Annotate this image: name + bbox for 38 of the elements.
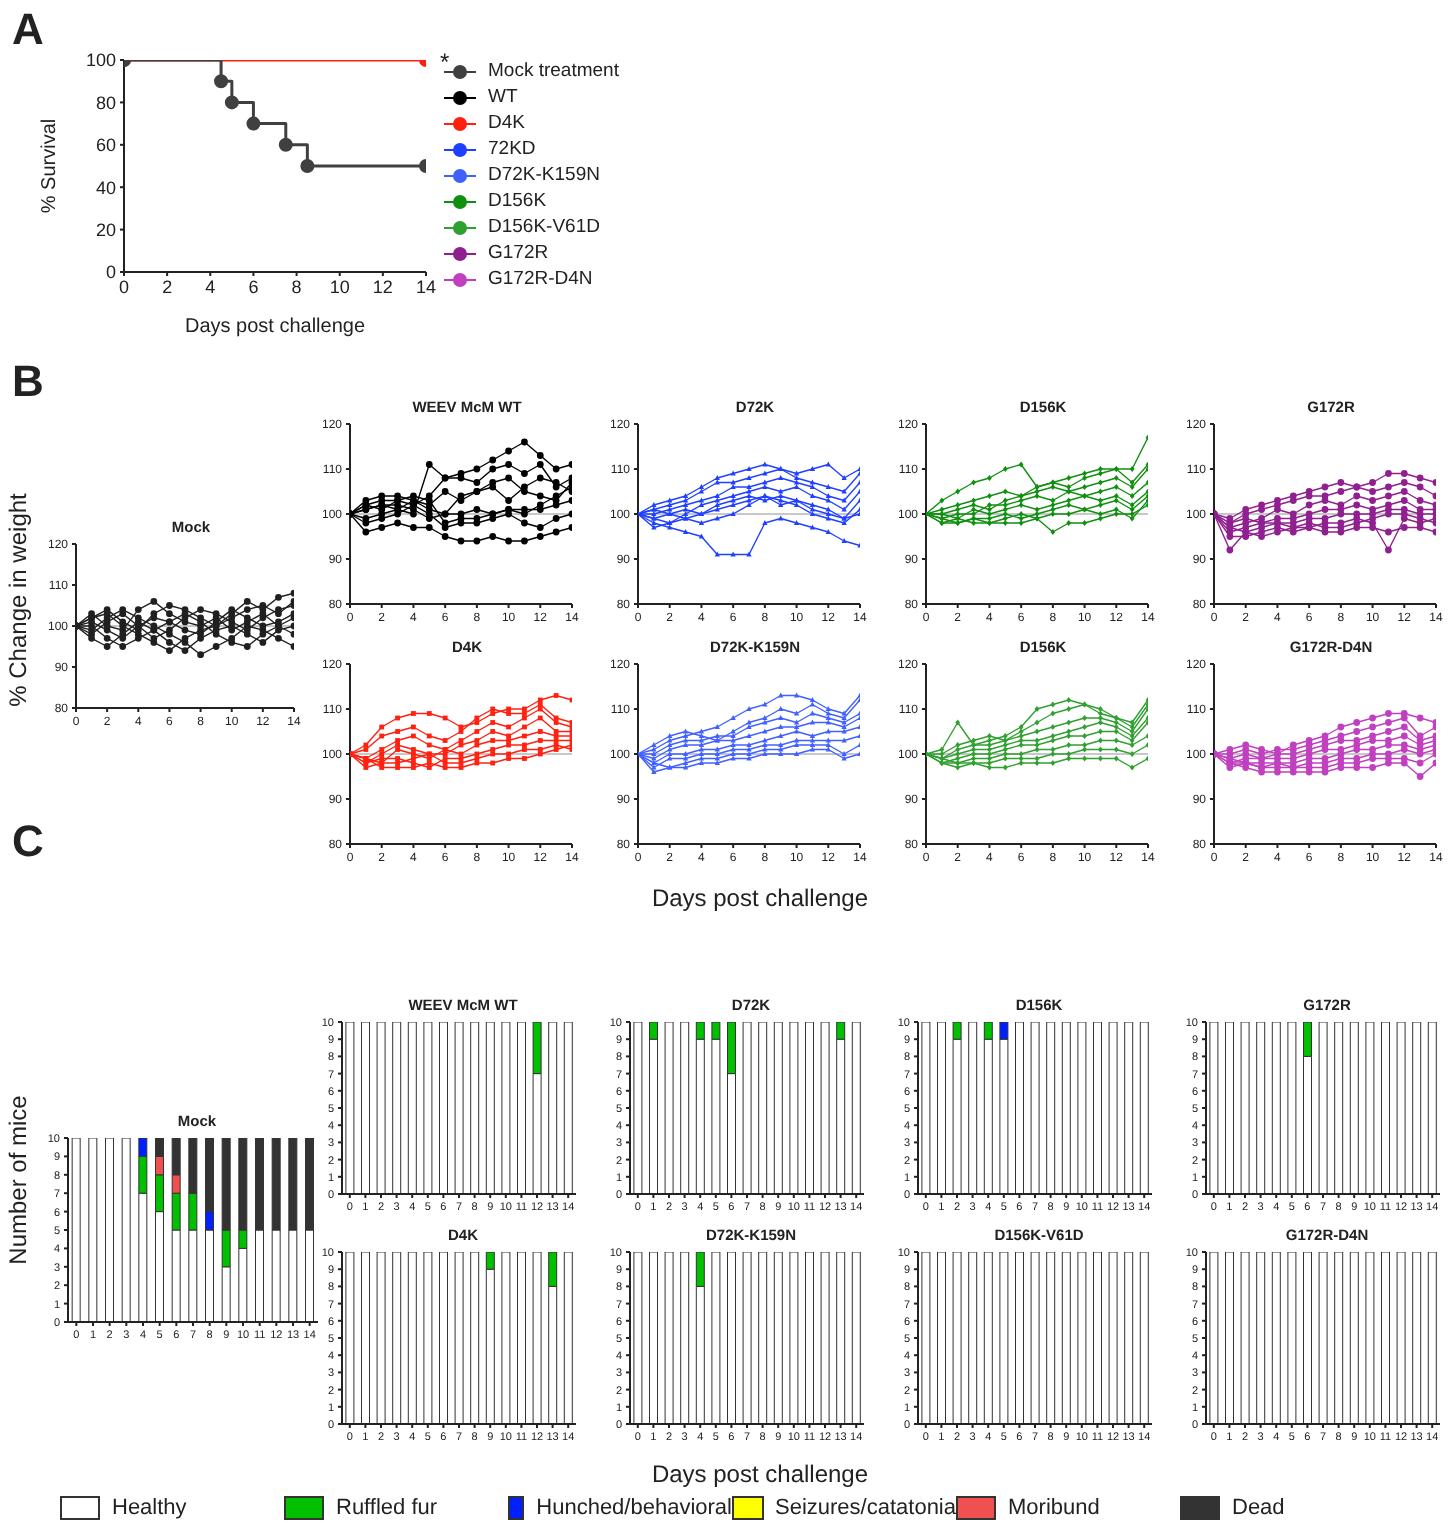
legend-label: Mock treatment <box>488 60 619 82</box>
y-axis-title: % Survival <box>39 118 62 214</box>
legend-label: G172R-D4N <box>488 268 593 290</box>
x-axis-title: Days post challenge <box>184 316 366 338</box>
legend-label: 72KD <box>488 138 536 160</box>
y-tick-label: 40 <box>95 177 116 198</box>
legend-label: D156K <box>488 190 547 212</box>
x-tick-label: 6 <box>248 276 259 297</box>
y-axis-title: % Change in weight <box>4 493 32 707</box>
legend-label: Seizures/catatonia <box>775 1496 956 1520</box>
x-tick-label: 0 <box>118 276 130 297</box>
y-tick-label: 20 <box>95 219 116 240</box>
x-tick-label: 4 <box>205 276 216 297</box>
legend-label: Healthy <box>112 1496 187 1520</box>
legend-label: D4K <box>488 112 525 134</box>
text: * <box>440 48 450 76</box>
y-tick-label: 0 <box>105 262 116 283</box>
x-tick-label: 2 <box>162 276 173 297</box>
y-axis-title: Number of mice <box>4 1095 32 1265</box>
legend-label: Hunched/behavioral <box>536 1496 732 1520</box>
legend-label: D72K-K159N <box>488 164 600 186</box>
x-axis-title: Days post challenge <box>651 1460 869 1488</box>
y-tick-label: 60 <box>95 135 116 156</box>
legend-label: Moribund <box>1008 1496 1100 1520</box>
legend-label: Ruffled fur <box>336 1496 438 1520</box>
x-tick-label: 8 <box>291 276 302 297</box>
text: C <box>12 816 44 868</box>
text: A <box>12 4 44 56</box>
text: B <box>12 356 44 408</box>
y-tick-label: 100 <box>85 50 116 71</box>
legend-label: Dead <box>1232 1496 1285 1520</box>
x-tick-label: 14 <box>415 276 437 297</box>
x-axis-title: Days post challenge <box>651 884 869 912</box>
x-tick-label: 12 <box>372 276 393 297</box>
legend-label: G172R <box>488 242 549 264</box>
legend-label: D156K-V61D <box>488 216 600 238</box>
legend-label: WT <box>488 86 518 108</box>
y-tick-label: 80 <box>95 92 116 113</box>
